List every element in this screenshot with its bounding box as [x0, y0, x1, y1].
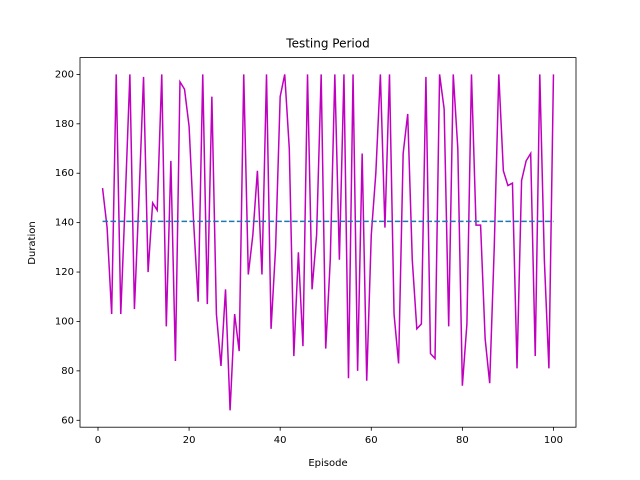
plot-frame: [79, 57, 577, 428]
data-line: [101, 74, 555, 411]
x-tick-label: 40: [274, 435, 287, 446]
x-tick-label: 80: [456, 435, 469, 446]
x-axis-label: Episode: [308, 458, 347, 469]
y-tick-label: 60: [61, 415, 74, 426]
chart-title: Testing Period: [285, 37, 369, 51]
x-tick-label: 20: [183, 435, 196, 446]
y-tick-label: 140: [55, 218, 74, 229]
x-tick-label: 60: [365, 435, 378, 446]
y-tick-label: 120: [55, 267, 74, 278]
y-tick-label: 200: [55, 69, 74, 80]
y-tick-label: 100: [55, 316, 74, 327]
y-tick-label: 180: [55, 119, 74, 130]
y-tick-label: 160: [55, 168, 74, 179]
y-axis-label: Duration: [27, 221, 38, 264]
x-tick-label: 0: [95, 435, 101, 446]
y-tick-label: 80: [61, 366, 74, 377]
x-tick-label: 100: [544, 435, 563, 446]
